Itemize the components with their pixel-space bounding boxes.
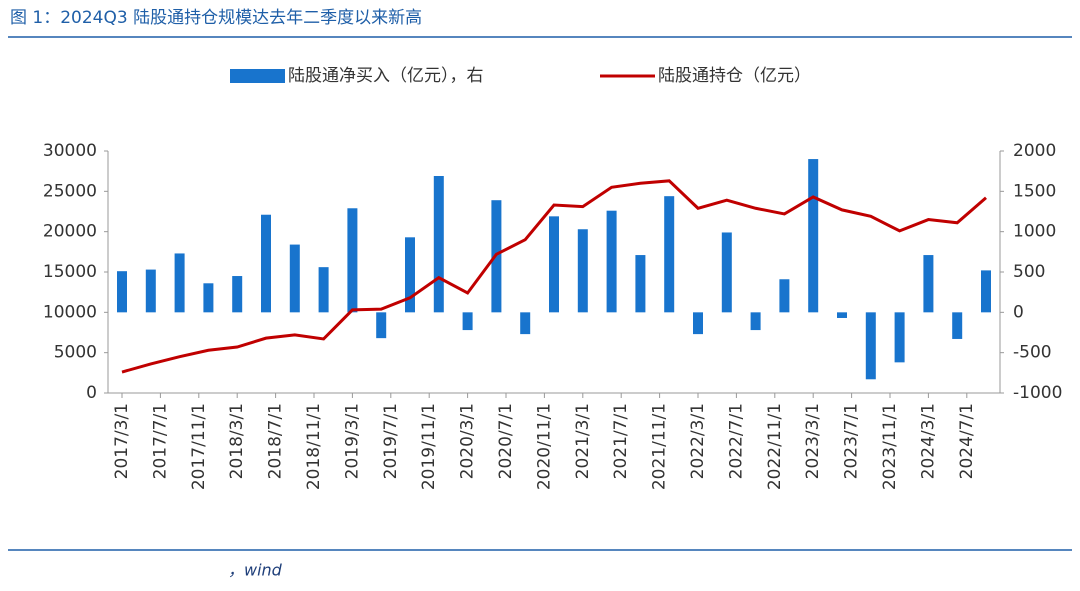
- bar: [549, 216, 559, 313]
- bar: [750, 312, 761, 331]
- bar: [145, 269, 156, 313]
- x-tick-label: 2021/7/1: [611, 403, 631, 479]
- y-tick-label: 10000: [43, 302, 97, 322]
- legend-swatch: [230, 69, 285, 83]
- y-tick-label: 20000: [43, 222, 97, 242]
- bar: [261, 214, 271, 313]
- y2-tick-label: 1000: [1013, 222, 1056, 242]
- legend-label: 陆股通持仓（亿元）: [658, 66, 811, 86]
- bar: [433, 176, 444, 313]
- source: ，wind: [228, 561, 283, 580]
- y2-tick-label: 500: [1013, 262, 1045, 282]
- bar: [952, 312, 963, 339]
- bar: [606, 210, 617, 313]
- bar: [232, 276, 243, 313]
- y2-tick-label: 2000: [1013, 141, 1056, 161]
- bar: [289, 244, 300, 313]
- bar: [405, 237, 415, 313]
- x-tick-label: 2024/3/1: [918, 403, 938, 479]
- x-tick-label: 2023/11/1: [880, 403, 900, 490]
- x-tick-label: 2020/7/1: [496, 403, 516, 479]
- x-tick-label: 2020/11/1: [534, 403, 554, 490]
- legend-label: 陆股通净买入（亿元），右: [288, 66, 484, 86]
- bar: [577, 229, 588, 313]
- bar: [174, 253, 185, 313]
- y-tick-label: 5000: [54, 343, 97, 363]
- bar: [347, 208, 358, 313]
- x-tick-label: 2019/3/1: [342, 403, 362, 479]
- bar: [808, 159, 819, 313]
- x-tick-label: 2022/7/1: [726, 403, 746, 479]
- chart-title: 图 1：2024Q3 陆股通持仓规模达去年二季度以来新高: [10, 8, 422, 28]
- bar: [693, 312, 703, 335]
- bar: [923, 255, 934, 313]
- line: [121, 179, 987, 374]
- bar: [779, 279, 790, 313]
- bar: [318, 267, 329, 313]
- y2-tick-label: 1500: [1013, 181, 1056, 201]
- bar: [635, 255, 646, 313]
- x-tick-label: 2022/11/1: [765, 403, 785, 490]
- x-tick-label: 2018/11/1: [304, 403, 324, 490]
- x-tick-label: 2019/11/1: [419, 403, 439, 490]
- y2-tick-label: -500: [1013, 343, 1052, 363]
- bar: [376, 312, 387, 339]
- x-tick-label: 2023/7/1: [842, 403, 862, 479]
- bar: [865, 312, 876, 380]
- x-tick-label: 2023/3/1: [803, 403, 823, 479]
- bar: [981, 270, 991, 313]
- bar: [117, 271, 127, 313]
- y-tick-label: 0: [86, 383, 97, 403]
- x-tick-label: 2019/7/1: [381, 403, 401, 479]
- bar: [203, 283, 214, 313]
- bar: [837, 312, 847, 318]
- x-tick-label: 2018/7/1: [266, 403, 286, 479]
- y-tick-label: 15000: [43, 262, 97, 282]
- y-tick-label: 30000: [43, 141, 97, 161]
- x-tick-label: 2017/7/1: [150, 403, 170, 479]
- x-tick-label: 2021/3/1: [573, 403, 593, 479]
- y2-tick-label: 0: [1013, 302, 1024, 322]
- x-tick-label: 2017/11/1: [189, 403, 209, 490]
- x-tick-label: 2022/3/1: [688, 403, 708, 479]
- y-tick-label: 25000: [43, 181, 97, 201]
- x-tick-label: 2024/7/1: [957, 403, 977, 479]
- bar: [520, 312, 531, 335]
- bar: [664, 196, 675, 313]
- x-tick-label: 2017/3/1: [112, 403, 132, 479]
- bar: [894, 312, 905, 363]
- bar: [462, 312, 473, 331]
- x-tick-label: 2018/3/1: [227, 403, 247, 479]
- bar: [721, 232, 732, 313]
- y2-tick-label: -1000: [1013, 383, 1062, 403]
- x-tick-label: 2021/11/1: [650, 403, 670, 490]
- x-tick-label: 2020/3/1: [458, 403, 478, 479]
